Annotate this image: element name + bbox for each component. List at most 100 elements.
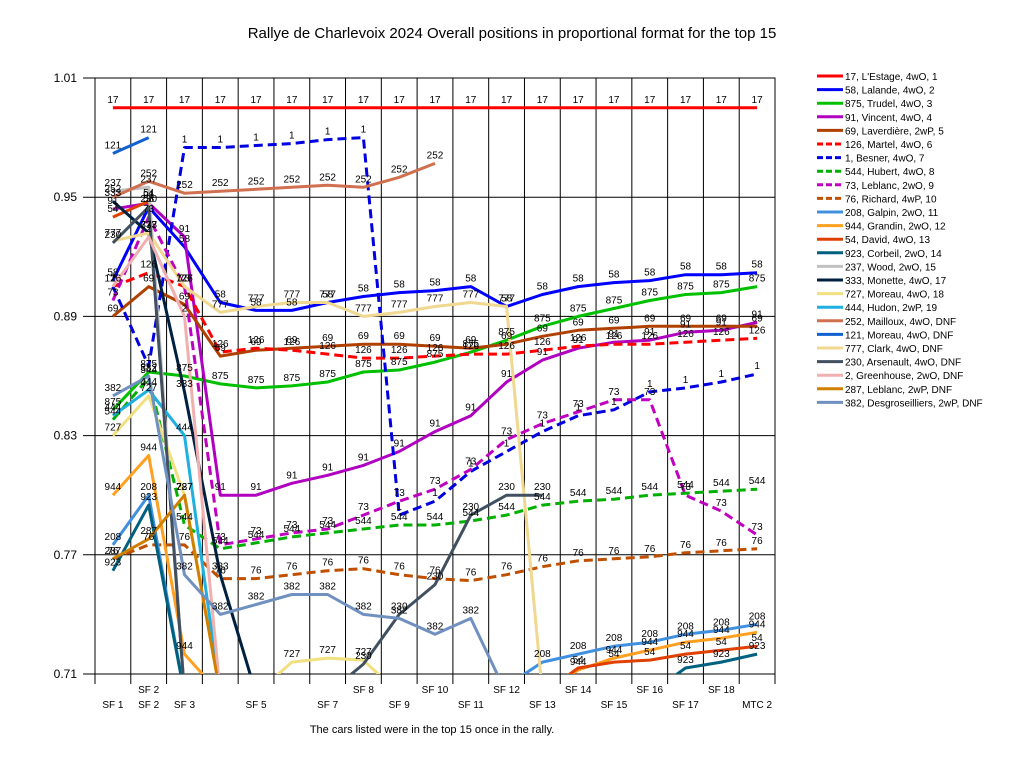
point-label: 382 (391, 605, 408, 616)
legend-entry: 727, Moreau, 4wO, 18 (845, 290, 944, 301)
point-label: 382 (427, 621, 444, 632)
point-label: 544 (641, 482, 658, 493)
point-label: 875 (677, 282, 694, 293)
point-label: 69 (501, 331, 513, 342)
point-label: 252 (355, 174, 372, 185)
x-tick-label: SF 18 (708, 685, 735, 696)
point-label: 17 (644, 95, 656, 106)
legend-entry: 126, Martel, 4wO, 6 (845, 140, 933, 151)
series-line (111, 200, 252, 674)
series-line (111, 205, 543, 674)
point-label: 126 (677, 329, 694, 340)
point-label: 126 (606, 331, 623, 342)
series-line (112, 199, 758, 674)
point-label: 544 (677, 480, 694, 491)
point-label: 444 (176, 423, 193, 434)
point-label: 544 (391, 512, 408, 523)
point-label: 69 (644, 313, 656, 324)
point-label: 252 (391, 164, 408, 175)
point-label: 91 (680, 319, 692, 330)
point-label: 76 (107, 546, 119, 557)
point-label: 17 (250, 95, 262, 106)
point-label: 76 (358, 556, 370, 567)
point-label: 544 (462, 508, 479, 519)
point-label: 208 (105, 532, 122, 543)
legend-entry: 252, Mailloux, 4wO, DNF (845, 317, 956, 328)
series-line (111, 215, 758, 547)
point-label: 69 (394, 331, 406, 342)
legend: 17, L'Estage, 4wO, 1 58, Lalande, 4wO, 2 8… (817, 72, 983, 409)
point-label: 73 (429, 476, 441, 487)
point-label: 875 (641, 288, 658, 299)
point-label: 208 (140, 482, 157, 493)
point-label: 54 (680, 641, 692, 652)
x-tick-label: SF 16 (636, 685, 663, 696)
point-label: 237 (140, 174, 157, 185)
legend-entry: 2, Greenhouse, 2wO, DNF (845, 371, 963, 382)
point-label: 58 (716, 262, 728, 273)
point-label: 382 (355, 601, 372, 612)
point-label: 875 (105, 397, 122, 408)
point-label: 944 (677, 629, 694, 640)
point-label: 1 (754, 361, 760, 372)
series-line (112, 543, 758, 583)
point-label: 91 (179, 224, 191, 235)
point-label: 777 (319, 289, 336, 300)
point-label: 544 (176, 512, 193, 523)
point-label: 126 (248, 335, 265, 346)
point-label: 1 (146, 353, 152, 364)
point-label: 382 (462, 605, 479, 616)
point-label: 73 (394, 488, 406, 499)
point-label: 923 (677, 655, 694, 666)
point-label: 17 (465, 95, 477, 106)
point-label: 252 (212, 178, 229, 189)
point-label: 73 (501, 427, 513, 438)
point-label: 875 (140, 359, 157, 370)
point-label: 230 (140, 194, 157, 205)
series-line (112, 136, 150, 155)
point-label: 54 (107, 204, 119, 215)
point-label: 58 (107, 268, 119, 279)
legend-entry: 58, Lalande, 4wO, 2 (845, 86, 935, 97)
point-label: 382 (248, 591, 265, 602)
point-label: 126 (319, 341, 336, 352)
legend-entry: 923, Corbeil, 2wO, 14 (845, 249, 942, 260)
point-label: 544 (713, 478, 730, 489)
point-label: 121 (140, 125, 157, 136)
point-label: 875 (283, 373, 300, 384)
point-label: 58 (250, 297, 262, 308)
legend-entry: 54, David, 4wO, 13 (845, 235, 930, 246)
point-label: 69 (179, 291, 191, 302)
point-label: 69 (143, 274, 155, 285)
point-label: 777 (427, 293, 444, 304)
point-label: 208 (570, 641, 587, 652)
x-tick-label: SF 12 (493, 685, 520, 696)
point-label: 333 (140, 220, 157, 231)
point-label: 875 (462, 339, 479, 350)
point-label: 1 (110, 274, 116, 285)
point-label: 91 (107, 196, 119, 207)
point-label: 58 (680, 262, 692, 273)
point-label: 69 (465, 335, 477, 346)
legend-entry: 69, Laverdière, 2wP, 5 (845, 126, 944, 137)
point-label: 1 (719, 369, 725, 380)
point-label: 944 (105, 482, 122, 493)
point-label: 91 (215, 482, 227, 493)
point-label: 252 (319, 172, 336, 183)
point-label: 17 (215, 95, 227, 106)
x-tick-label: SF 8 (353, 685, 375, 696)
point-label: 76 (644, 544, 656, 555)
legend-entry: 544, Hubert, 4wO, 8 (845, 167, 935, 178)
point-label: 1 (504, 438, 510, 449)
point-label: 777 (248, 293, 265, 304)
x-tick-label: SF 11 (458, 700, 484, 711)
point-label: 875 (427, 349, 444, 360)
x-tick-label: SF 14 (565, 685, 592, 696)
point-label: 91 (465, 403, 477, 414)
x-tick-label: SF 17 (672, 700, 699, 711)
point-label: 544 (570, 488, 587, 499)
series-lines (111, 106, 758, 674)
point-label: 58 (537, 282, 549, 293)
legend-entry: 17, L'Estage, 4wO, 1 (845, 72, 938, 83)
point-label: 875 (248, 375, 265, 386)
